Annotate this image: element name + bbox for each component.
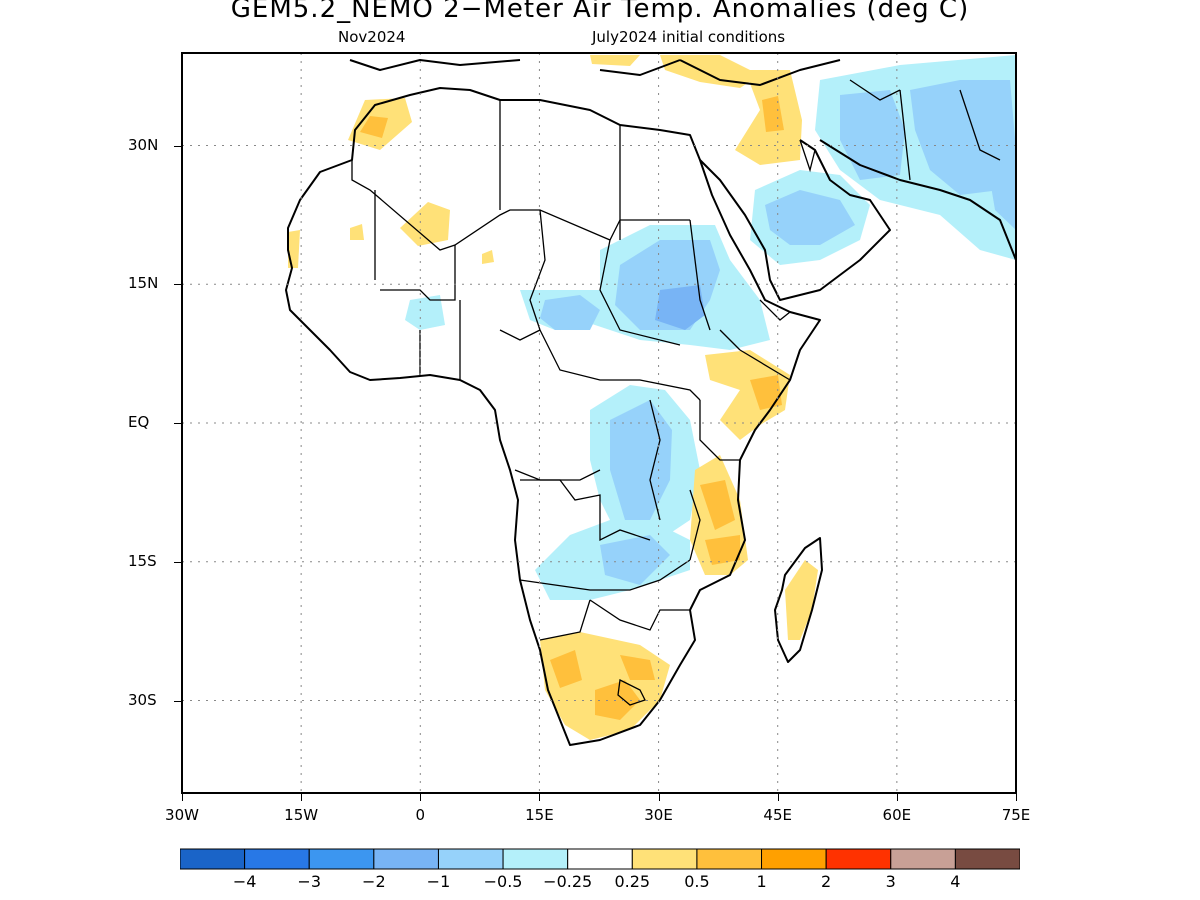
lon-tick-label: 30W: [165, 806, 199, 824]
colorbar-label: −2: [362, 872, 386, 891]
anomaly-region-morocco-core: [360, 116, 388, 138]
colorbar-label: −0.5: [483, 872, 523, 891]
colorbar-label: 0.25: [614, 872, 651, 891]
lat-tick-label: 30N: [128, 135, 159, 154]
colorbar-swatch: [180, 848, 246, 870]
lat-tick-label: 15S: [128, 551, 157, 570]
lon-tick-mark: [658, 793, 660, 801]
lon-tick-mark: [1016, 793, 1017, 801]
lon-tick-mark: [420, 793, 422, 801]
lon-tick-mark: [182, 793, 183, 801]
colorbar-swatch: [244, 848, 310, 870]
colorbar-label: 1: [756, 872, 767, 891]
lon-tick-label: 0: [415, 806, 426, 824]
lat-tick-label: 30S: [128, 690, 157, 709]
coastlines: [285, 59, 1016, 746]
anomaly-region-algeria: [400, 202, 450, 246]
colorbar-label: −0.25: [543, 872, 593, 891]
anomaly-region-madagascar: [785, 560, 818, 640]
lat-tick-mark: [174, 700, 182, 702]
asia-coastline: [819, 139, 1016, 261]
map-frame: [181, 52, 1017, 794]
africa-coastline: [285, 87, 821, 746]
colorbar-label: 3: [885, 872, 896, 891]
colorbar-swatch: [761, 848, 827, 870]
lon-tick-label: 15W: [284, 806, 319, 824]
lon-tick-mark: [301, 793, 303, 801]
arabia-coastline: [699, 139, 891, 301]
colorbar-swatch: [373, 848, 439, 870]
lon-tick-mark: [777, 793, 779, 801]
grid-lines: [182, 53, 1016, 793]
colorbar-label: 2: [821, 872, 832, 891]
colorbar-swatch: [890, 848, 956, 870]
colorbar-swatch: [502, 848, 569, 870]
lat-tick-mark: [174, 423, 182, 424]
colorbar-label: 4: [950, 872, 961, 891]
colorbar-swatch: [825, 848, 892, 870]
anomaly-shading: [288, 55, 1016, 740]
colorbar-swatch: [696, 848, 763, 870]
lon-tick-mark: [896, 793, 898, 801]
colorbar-swatch: [567, 848, 633, 870]
anomaly-region-mauritania: [288, 230, 300, 268]
colorbar-swatch: [954, 848, 1020, 870]
madagascar-coastline: [774, 537, 823, 663]
lat-tick-label: EQ: [128, 413, 150, 431]
colorbar-label: −3: [297, 872, 322, 891]
chart-title: GEM5.2_NEMO 2−Meter Air Temp. Anomalies …: [230, 0, 970, 24]
initial-conditions-label: July2024 initial conditions: [592, 28, 786, 46]
colorbar-swatch: [308, 848, 375, 870]
lon-tick-label: 15E: [525, 806, 554, 824]
valid-month-label: Nov2024: [338, 28, 406, 46]
lat-tick-mark: [174, 145, 182, 147]
colorbar-swatch: [631, 848, 698, 870]
lon-tick-label: 45E: [763, 806, 792, 824]
lon-tick-label: 75E: [1001, 806, 1031, 824]
colorbar-label: −4: [232, 872, 257, 891]
lat-tick-label: 15N: [128, 274, 159, 293]
anomaly-region-kenya: [705, 350, 790, 440]
lon-tick-label: 30E: [644, 806, 673, 824]
colorbar: [180, 848, 1020, 870]
country-borders: [351, 79, 1001, 706]
colorbar-swatch: [437, 848, 504, 870]
colorbar-label: −1: [426, 872, 451, 891]
lat-tick-mark: [174, 561, 182, 563]
colorbar-label: 0.5: [684, 872, 710, 891]
lat-tick-mark: [174, 284, 182, 286]
lon-tick-mark: [539, 793, 541, 801]
lon-tick-label: 60E: [882, 806, 912, 824]
